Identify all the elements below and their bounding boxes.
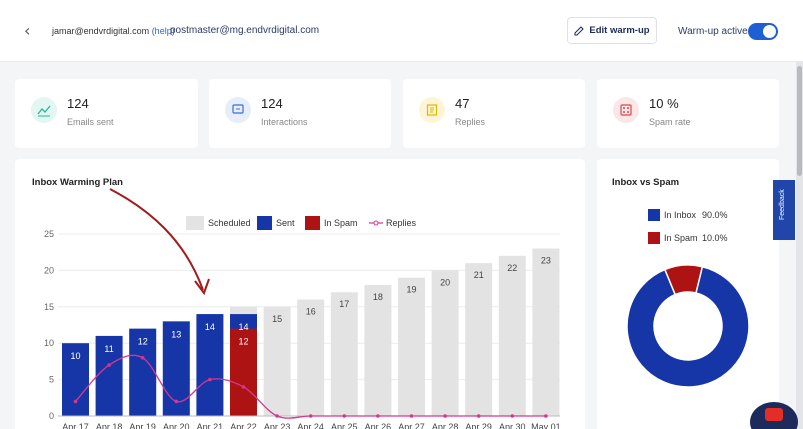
spam-rate-value: 10 % xyxy=(649,96,679,111)
feedback-label: Feedback xyxy=(779,189,786,220)
emails-sent-value: 124 xyxy=(67,96,89,111)
warmup-status-label: Warm-up active xyxy=(678,26,748,37)
emails-sent-label: Emails sent xyxy=(67,117,114,127)
chart-line-icon xyxy=(31,97,57,123)
scrollbar-track[interactable] xyxy=(796,62,803,429)
replies-value: 47 xyxy=(455,96,470,111)
chat-icon xyxy=(225,97,251,123)
stat-card-replies: 47 Replies xyxy=(403,79,585,148)
edit-warmup-label: Edit warm-up xyxy=(589,25,650,36)
user-email: jamar@endvrdigital.com (help) xyxy=(52,26,175,36)
stat-card-emails-sent: 124 Emails sent xyxy=(15,79,198,148)
youtube-badge-icon xyxy=(750,402,798,429)
warming-plan-title: Inbox Warming Plan xyxy=(32,177,123,188)
spam-rate-label: Spam rate xyxy=(649,117,691,127)
replies-label: Replies xyxy=(455,117,486,127)
document-icon xyxy=(419,97,445,123)
interactions-label: Interactions xyxy=(261,117,308,127)
mailbox-address: postmaster@mg.endvrdigital.com xyxy=(170,25,320,36)
stat-card-interactions: 124 Interactions xyxy=(209,79,391,148)
pencil-icon xyxy=(574,25,585,35)
inbox-vs-spam-panel: Inbox vs Spam xyxy=(597,159,779,429)
stat-card-spam-rate: 10 % Spam rate xyxy=(597,79,779,148)
edit-warmup-button[interactable]: Edit warm-up xyxy=(567,17,657,44)
toggle-knob xyxy=(763,25,776,38)
scrollbar-thumb[interactable] xyxy=(797,66,802,176)
warmup-toggle[interactable] xyxy=(748,23,778,40)
back-arrow-icon[interactable]: ‹ xyxy=(24,21,31,40)
warming-plan-panel: Inbox Warming Plan xyxy=(15,159,585,429)
dice-icon xyxy=(613,97,639,123)
top-bar: ‹ jamar@endvrdigital.com (help) postmast… xyxy=(0,0,803,62)
play-icon xyxy=(765,408,783,421)
feedback-tab[interactable]: Feedback xyxy=(773,180,795,240)
interactions-value: 124 xyxy=(261,96,283,111)
help-link[interactable]: (help) xyxy=(151,26,175,36)
inbox-vs-spam-title: Inbox vs Spam xyxy=(612,177,680,188)
